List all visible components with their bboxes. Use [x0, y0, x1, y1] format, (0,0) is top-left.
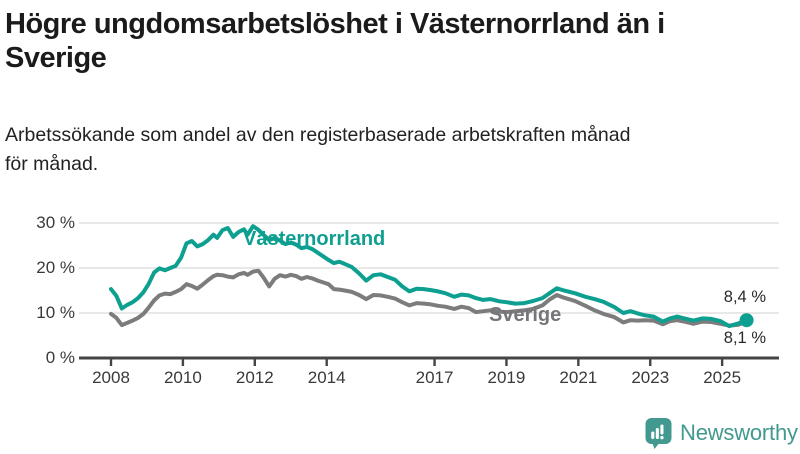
newsworthy-logo[interactable]: Newsworthy — [645, 417, 798, 449]
page-title: Högre ungdomsarbetslöshet i Västernorrla… — [5, 7, 665, 75]
x-axis-tick-label: 2017 — [415, 368, 454, 387]
end-value-label-vasternorrland: 8,4 % — [723, 288, 766, 306]
x-axis-tick-label: 2021 — [559, 368, 598, 387]
x-axis-tick-label: 2008 — [92, 368, 130, 387]
end-value-label-sverige: 8,1 % — [723, 329, 766, 347]
title-line-1: Högre ungdomsarbetslöshet i Västernorrla… — [5, 8, 665, 40]
newsworthy-logo-text: Newsworthy — [680, 420, 798, 445]
y-axis-tick-label: 0 % — [45, 348, 75, 367]
series-line-sverige — [109, 268, 749, 328]
series-end-dot — [739, 313, 754, 328]
x-axis-tick-label: 2014 — [307, 368, 346, 387]
x-axis-tick-label: 2025 — [703, 368, 742, 387]
y-axis-tick-label: 20 % — [36, 258, 75, 277]
series-label-vasternorrland: Västernorrland — [243, 228, 386, 250]
x-axis-tick-label: 2019 — [487, 368, 526, 387]
series-line-västernorrland — [109, 224, 749, 329]
x-axis-tick-label: 2010 — [163, 368, 202, 387]
chart-subtitle: Arbetssökande som andel av den registerb… — [5, 121, 630, 179]
title-line-2: Sverige — [5, 42, 107, 74]
x-axis-tick-label: 2023 — [631, 368, 670, 387]
subtitle-line-1: Arbetssökande som andel av den registerb… — [5, 124, 631, 146]
newsworthy-logo-icon — [645, 417, 673, 449]
x-axis-tick-label: 2012 — [235, 368, 274, 387]
y-axis-tick-label: 10 % — [36, 303, 75, 322]
subtitle-line-2: för månad. — [5, 153, 99, 175]
y-axis-tick-label: 30 % — [36, 213, 75, 232]
series-label-sverige: Sverige — [489, 304, 562, 326]
